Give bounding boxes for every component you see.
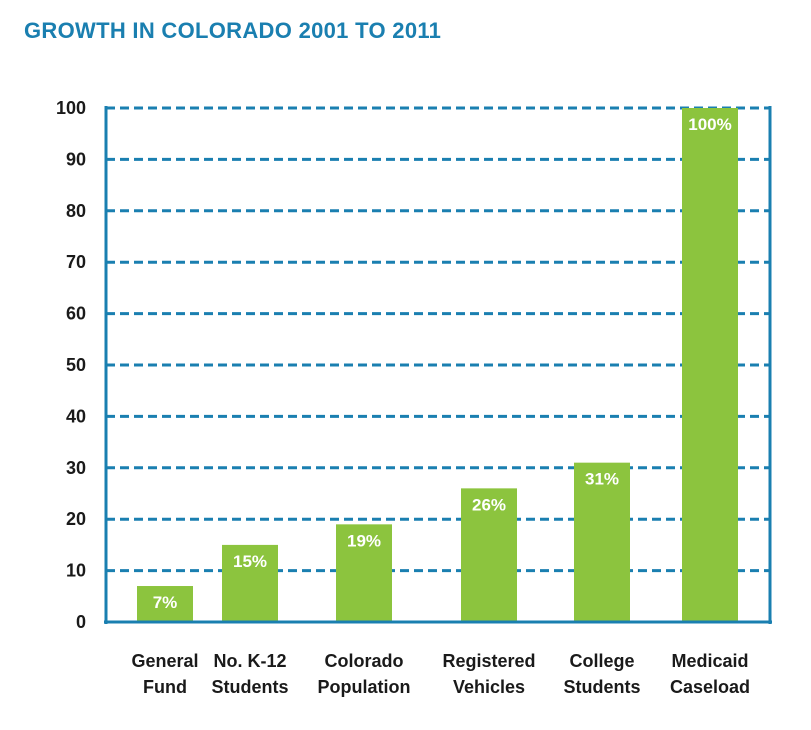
y-tick-label: 0 — [76, 612, 86, 632]
bar — [222, 544, 278, 622]
category-label: Registered — [442, 651, 535, 671]
y-tick-label: 70 — [66, 252, 86, 272]
category-label: Students — [211, 677, 288, 697]
bars — [137, 108, 738, 622]
bar-value-label: 19% — [347, 531, 381, 550]
bar — [682, 108, 738, 622]
y-tick-label: 20 — [66, 509, 86, 529]
y-tick-label: 60 — [66, 304, 86, 324]
category-label: Caseload — [670, 677, 750, 697]
bar-value-label: 15% — [233, 552, 267, 571]
bar-value-label: 7% — [153, 593, 178, 612]
category-label: Population — [318, 677, 411, 697]
category-label: Fund — [143, 677, 187, 697]
bar-value-label: 31% — [585, 470, 619, 489]
category-label: Vehicles — [453, 677, 525, 697]
y-tick-label: 30 — [66, 458, 86, 478]
category-label: College — [569, 651, 634, 671]
plot-frame — [104, 106, 772, 624]
y-tick-label: 50 — [66, 355, 86, 375]
bar — [336, 524, 392, 622]
category-label: Colorado — [325, 651, 404, 671]
bar — [137, 586, 193, 622]
y-tick-label: 100 — [56, 98, 86, 118]
y-tick-label: 40 — [66, 406, 86, 426]
bar-value-label: 26% — [472, 495, 506, 514]
y-axis-ticks: 0 10 20 30 40 50 60 70 80 90 100 — [56, 98, 86, 632]
bar — [461, 488, 517, 622]
grid-lines — [106, 106, 770, 573]
data-labels: 7% 15% 19% 26% 31% 100% — [153, 115, 732, 612]
y-tick-label: 10 — [66, 561, 86, 581]
x-axis-labels: General Fund No. K-12 Students Colorado Popul… — [131, 651, 750, 697]
chart-title: GROWTH IN COLORADO 2001 TO 2011 — [24, 18, 442, 43]
bar-value-label: 100% — [688, 115, 731, 134]
category-label: No. K-12 — [213, 651, 286, 671]
category-label: Medicaid — [671, 651, 748, 671]
y-tick-label: 90 — [66, 149, 86, 169]
category-label: Students — [563, 677, 640, 697]
category-label: General — [131, 651, 198, 671]
bar — [574, 462, 630, 622]
y-tick-label: 80 — [66, 201, 86, 221]
